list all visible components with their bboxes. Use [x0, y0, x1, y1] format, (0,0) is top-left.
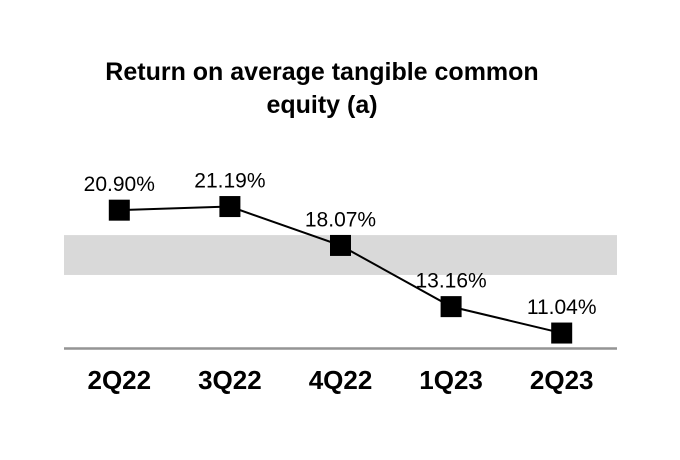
x-axis-label: 2Q22: [87, 365, 151, 395]
chart-title-line2: equity (a): [266, 91, 378, 119]
chart-title-line1: Return on average tangible common: [105, 58, 539, 86]
x-axis-label: 2Q23: [530, 365, 594, 395]
data-label: 20.90%: [84, 173, 155, 196]
data-label: 18.07%: [305, 208, 376, 231]
chart-title: Return on average tangible common equity…: [0, 56, 644, 122]
x-axis-label: 1Q23: [419, 365, 483, 395]
x-axis-label: 4Q22: [309, 365, 373, 395]
data-point-marker: [551, 322, 573, 344]
data-point-marker: [219, 196, 241, 218]
data-label: 21.19%: [194, 170, 265, 193]
data-point-marker: [440, 296, 462, 318]
data-label: 13.16%: [415, 270, 486, 293]
data-point-marker: [108, 199, 130, 221]
data-point-marker: [330, 234, 351, 256]
data-label: 11.04%: [527, 296, 597, 319]
x-axis-label: 3Q22: [198, 365, 262, 395]
